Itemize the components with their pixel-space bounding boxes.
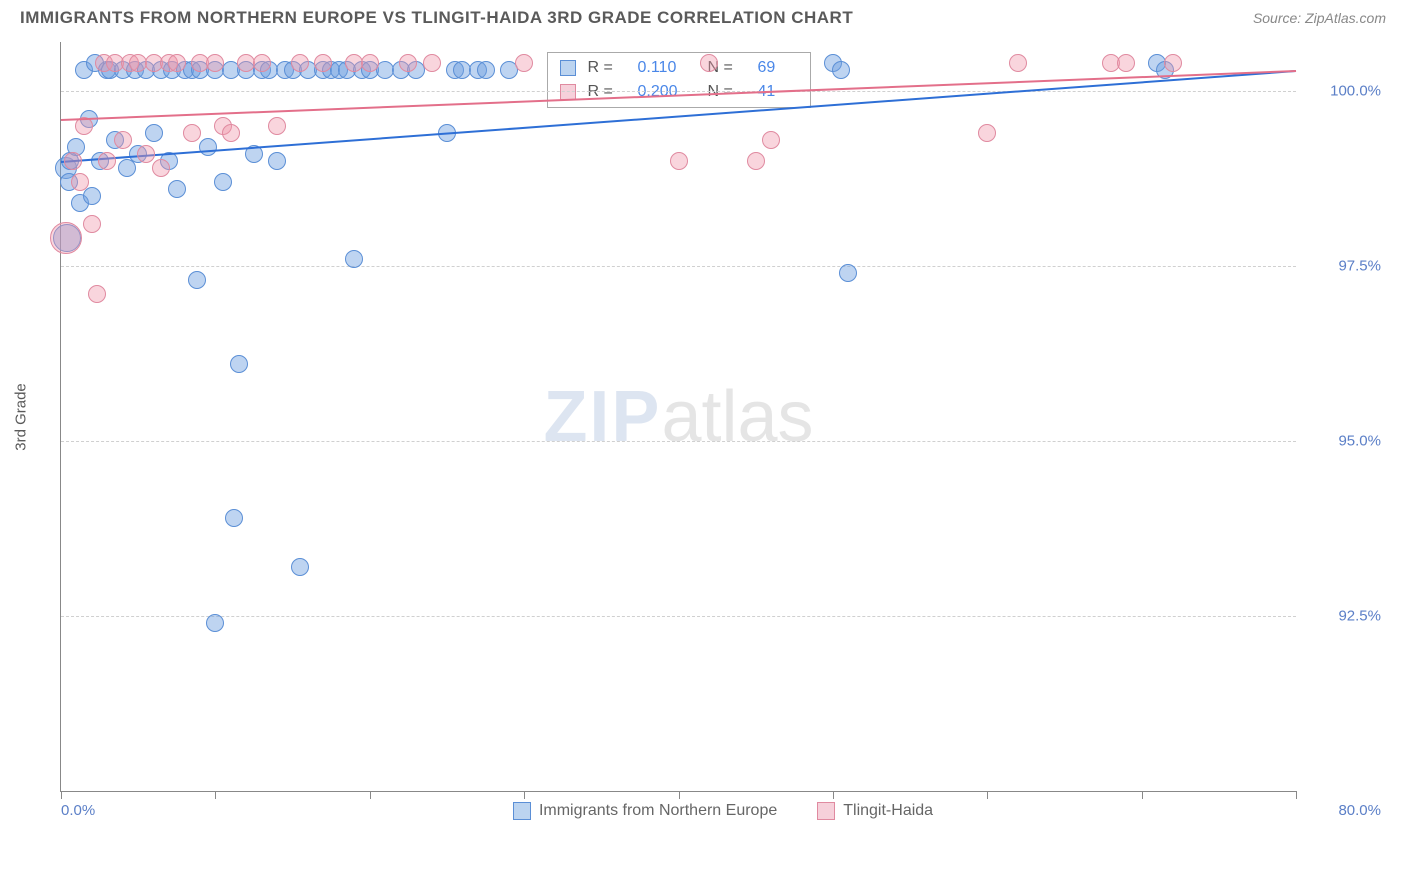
data-point	[50, 222, 82, 254]
data-point	[206, 614, 224, 632]
data-point	[168, 180, 186, 198]
stats-r-label: R =	[588, 59, 628, 77]
y-tick-label: 92.5%	[1338, 608, 1381, 625]
data-point	[114, 131, 132, 149]
data-point	[670, 152, 688, 170]
data-point	[222, 124, 240, 142]
stats-n-value: 69	[758, 59, 798, 77]
legend-item: Tlingit-Haida	[817, 802, 933, 820]
y-tick-label: 100.0%	[1330, 83, 1381, 100]
chart-container: 3rd Grade ZIPatlas R =0.110N =69R =0.200…	[60, 32, 1386, 822]
data-point	[214, 173, 232, 191]
gridline	[61, 441, 1296, 442]
data-point	[230, 355, 248, 373]
data-point	[83, 215, 101, 233]
legend-swatch	[560, 84, 576, 100]
data-point	[64, 152, 82, 170]
data-point	[268, 117, 286, 135]
x-tick	[1296, 791, 1297, 799]
data-point	[832, 61, 850, 79]
data-point	[1009, 54, 1027, 72]
x-tick	[679, 791, 680, 799]
data-point	[314, 54, 332, 72]
plot-area: 3rd Grade ZIPatlas R =0.110N =69R =0.200…	[60, 42, 1296, 792]
data-point	[188, 271, 206, 289]
data-point	[1117, 54, 1135, 72]
data-point	[515, 54, 533, 72]
x-tick	[215, 791, 216, 799]
data-point	[747, 152, 765, 170]
legend-item: Immigrants from Northern Europe	[513, 802, 777, 820]
legend-label: Tlingit-Haida	[843, 802, 933, 820]
gridline	[61, 266, 1296, 267]
data-point	[361, 54, 379, 72]
legend-swatch	[513, 802, 531, 820]
data-point	[225, 509, 243, 527]
watermark: ZIPatlas	[543, 376, 813, 458]
legend-swatch	[817, 802, 835, 820]
chart-title: IMMIGRANTS FROM NORTHERN EUROPE VS TLING…	[20, 8, 853, 28]
x-tick	[61, 791, 62, 799]
gridline	[61, 616, 1296, 617]
data-point	[168, 54, 186, 72]
data-point	[253, 54, 271, 72]
data-point	[183, 124, 201, 142]
stats-r-value: 0.110	[638, 59, 698, 77]
legend-bottom: Immigrants from Northern Europe Tlingit-H…	[60, 802, 1386, 820]
y-axis-label: 3rd Grade	[13, 383, 30, 451]
data-point	[268, 152, 286, 170]
data-point	[98, 152, 116, 170]
source-attribution: Source: ZipAtlas.com	[1253, 10, 1386, 26]
data-point	[399, 54, 417, 72]
data-point	[978, 124, 996, 142]
x-tick	[833, 791, 834, 799]
chart-header: IMMIGRANTS FROM NORTHERN EUROPE VS TLING…	[0, 0, 1406, 32]
data-point	[291, 54, 309, 72]
x-tick	[524, 791, 525, 799]
data-point	[137, 145, 155, 163]
data-point	[1164, 54, 1182, 72]
data-point	[83, 187, 101, 205]
x-tick	[987, 791, 988, 799]
data-point	[839, 264, 857, 282]
data-point	[145, 124, 163, 142]
gridline	[61, 91, 1296, 92]
y-tick-label: 97.5%	[1338, 258, 1381, 275]
legend-swatch	[560, 60, 576, 76]
y-tick-label: 95.0%	[1338, 433, 1381, 450]
data-point	[71, 173, 89, 191]
data-point	[477, 61, 495, 79]
data-point	[423, 54, 441, 72]
data-point	[206, 54, 224, 72]
data-point	[762, 131, 780, 149]
stats-r-value: 0.200	[638, 83, 698, 101]
legend-label: Immigrants from Northern Europe	[539, 802, 777, 820]
data-point	[199, 138, 217, 156]
data-point	[291, 558, 309, 576]
x-tick	[370, 791, 371, 799]
x-tick	[1142, 791, 1143, 799]
data-point	[345, 250, 363, 268]
data-point	[152, 159, 170, 177]
data-point	[88, 285, 106, 303]
data-point	[700, 54, 718, 72]
